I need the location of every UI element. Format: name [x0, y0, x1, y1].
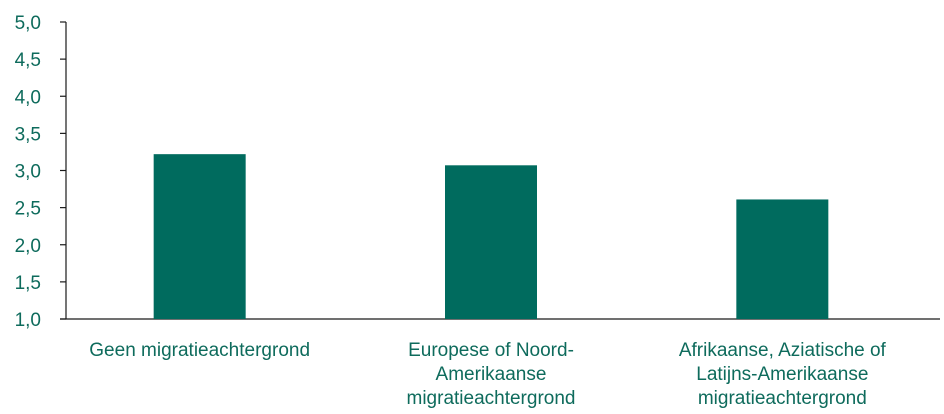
y-tick-label: 4,5 [15, 50, 41, 71]
x-axis-labels: Geen migratieachtergrond Europese of Noor… [89, 340, 886, 409]
x-category-label-line: Afrikaanse, Aziatische of [679, 340, 887, 361]
y-tick-label: 1,0 [15, 310, 41, 331]
y-tick-label: 2,5 [15, 199, 41, 220]
y-tick-label: 3,5 [15, 124, 41, 145]
y-axis-ticks: 1,0 1,5 2,0 2,5 3,0 3,5 4,0 4,5 5,0 [15, 13, 66, 331]
y-tick-label: 2,0 [15, 236, 41, 257]
x-category-label: Geen migratieachtergrond [89, 340, 310, 361]
x-category-label-line: Latijns-Amerikaanse [696, 364, 868, 385]
bar [736, 199, 829, 319]
y-tick-label: 1,5 [15, 273, 41, 294]
x-category-label: Europese of Noord- Amerikaanse migratieach… [407, 340, 576, 409]
x-category-label-line: migratieachtergrond [407, 388, 576, 409]
y-tick-label: 3,0 [15, 162, 41, 183]
bars [153, 154, 829, 319]
x-category-label-line: Geen migratieachtergrond [89, 340, 310, 361]
bar [445, 165, 537, 319]
bar [153, 154, 246, 319]
y-tick-label: 5,0 [15, 13, 41, 34]
y-tick-label: 4,0 [15, 87, 41, 108]
x-category-label-line: Amerikaanse [436, 364, 547, 385]
x-category-label-line: Europese of Noord- [408, 340, 574, 361]
x-category-label-line: migratieachtergrond [698, 388, 867, 409]
x-category-label: Afrikaanse, Aziatische of Latijns-Amerika… [679, 340, 887, 409]
